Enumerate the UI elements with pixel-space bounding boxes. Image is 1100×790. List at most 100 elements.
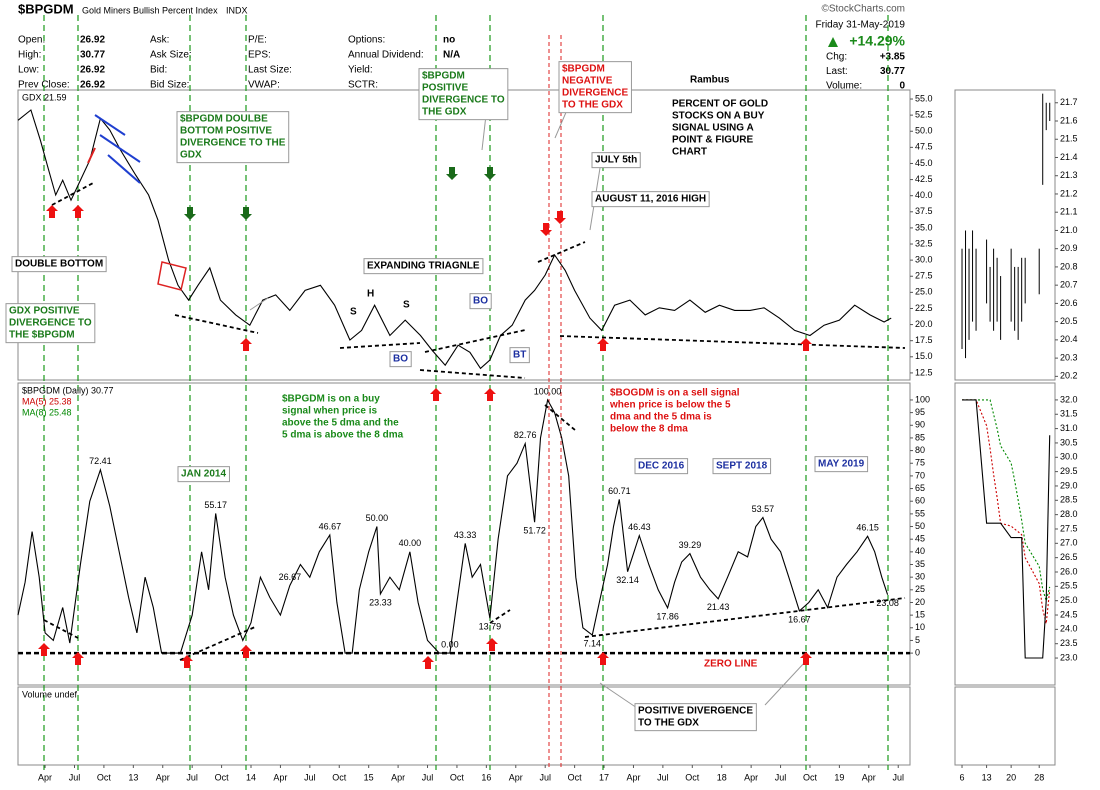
x-tick-label: 15 (364, 772, 374, 782)
annotation: AUGUST 11, 2016 HIGH (591, 191, 710, 208)
y-tick-label: 70 (915, 470, 925, 480)
annotation: EXPANDING TRIAGNLE (363, 258, 484, 275)
quote-label: Yield: (348, 65, 373, 76)
annotation: S (350, 307, 357, 318)
index-name: Gold Miners Bullish Percent Index (82, 5, 218, 15)
x-tick-label: Jul (775, 772, 787, 782)
quote-label: Annual Dividend: (348, 50, 424, 61)
y-tick-label: 45 (915, 534, 925, 544)
up-arrow (800, 338, 812, 351)
down-arrow (446, 167, 458, 180)
up-arrow (422, 656, 434, 669)
panel-frame (954, 382, 1056, 686)
x-tick-label: 14 (246, 772, 256, 782)
annotation-text: SEPT 2018 (716, 461, 768, 472)
y-tick-label: 75 (915, 458, 925, 468)
stat-label: Last: (826, 66, 848, 77)
y-tick-label: 30.5 (1060, 437, 1078, 447)
annotation: DOUBLE BOTTOM (11, 256, 107, 273)
down-arrow (554, 211, 566, 224)
legend-entry: GDX 21.59 (22, 92, 67, 102)
y-tick-label: 25.0 (1060, 595, 1078, 605)
quote-label: Low: (18, 65, 39, 76)
trend-line (174, 314, 259, 334)
x-tick-label: Apr (626, 772, 640, 782)
quote-label: P/E: (248, 35, 267, 46)
annotation-text: S (350, 307, 357, 318)
x-tick-label: Jul (69, 772, 81, 782)
panel-frame (17, 686, 911, 766)
y-tick-label: 30.0 (1060, 452, 1078, 462)
data-label: 7.14 (584, 638, 602, 648)
annotation-text: POSITIVE DIVERGENCE (638, 706, 753, 717)
y-tick-label: 90 (915, 420, 925, 430)
quote-value: N/A (443, 50, 460, 61)
x-tick-label: Oct (332, 772, 347, 782)
y-tick-label: 25.5 (1060, 581, 1078, 591)
y-tick-label: 25 (915, 584, 925, 594)
y-tick-label: 15.0 (915, 351, 933, 361)
quote-label: Options: (348, 35, 385, 46)
y-tick-label: 55 (915, 508, 925, 518)
y-tick-label: 55.0 (915, 93, 933, 103)
up-arrow (597, 338, 609, 351)
annotation-text: EXPANDING TRIAGNLE (367, 261, 480, 272)
y-tick-label: 40.0 (915, 190, 933, 200)
data-label: 60.71 (608, 486, 631, 496)
y-tick-label: 20.6 (1060, 298, 1078, 308)
annotation-text: BOTTOM POSITIVE (180, 126, 272, 137)
y-tick-label: 10 (915, 622, 925, 632)
trend-line (339, 342, 421, 349)
quote-label: Bid Size: (150, 80, 189, 91)
y-tick-label: 37.5 (915, 206, 933, 216)
annotation: JAN 2014 (177, 466, 230, 483)
annotation: ZERO LINE (704, 659, 758, 670)
down-arrow (540, 223, 552, 236)
y-tick-label: 20 (915, 597, 925, 607)
y-tick-label: 20.3 (1060, 352, 1078, 362)
y-tick-label: 32.5 (915, 238, 933, 248)
annotation-text: DIVERGENCE TO (9, 318, 92, 329)
data-label: 43.33 (454, 530, 477, 540)
down-arrow (184, 207, 196, 220)
annotation-box (634, 703, 757, 732)
up-triangle (828, 37, 838, 47)
quote-value: 26.92 (80, 80, 105, 91)
y-tick-label: 27.5 (1060, 523, 1078, 533)
annotation-text: BT (513, 350, 526, 361)
annotation: JULY 5th (591, 152, 641, 169)
quote-label: EPS: (248, 50, 271, 61)
up-arrow (38, 643, 50, 656)
y-tick-label: 32.0 (1060, 394, 1078, 404)
quote-value: 26.92 (80, 65, 105, 76)
y-tick-label: 47.5 (915, 142, 933, 152)
annotation-text: CHART (672, 147, 707, 158)
y-tick-label: 21.3 (1060, 170, 1078, 180)
down-arrow (240, 207, 252, 220)
legend-entry: $BPGDM (Daily) 30.77 (22, 385, 114, 395)
change: +14.29% (849, 33, 905, 49)
annotation-text: Rambus (690, 75, 730, 86)
annotation: BO (469, 293, 492, 310)
x-tick-label: Jul (657, 772, 669, 782)
series-line (962, 399, 1051, 659)
pattern-box (157, 261, 187, 291)
annotation: S (403, 300, 410, 311)
annotation-text: S (403, 300, 410, 311)
y-tick-label: 15 (915, 610, 925, 620)
y-tick-label: 27.0 (1060, 538, 1078, 548)
stat-value: 30.77 (880, 66, 905, 77)
x-tick-label: 13 (982, 772, 992, 782)
data-label: 32.14 (616, 575, 639, 585)
annotation-text: GDX POSITIVE (9, 306, 80, 317)
legend-entry: Volume undef (22, 689, 78, 699)
data-label: 13.79 (479, 622, 502, 632)
data-label: 46.67 (319, 521, 342, 531)
trend-line (419, 369, 526, 379)
annotation-box (389, 351, 412, 368)
annotation-text: THE $BPGDM (9, 330, 75, 341)
y-tick-label: 60 (915, 496, 925, 506)
trend-line (489, 609, 511, 624)
